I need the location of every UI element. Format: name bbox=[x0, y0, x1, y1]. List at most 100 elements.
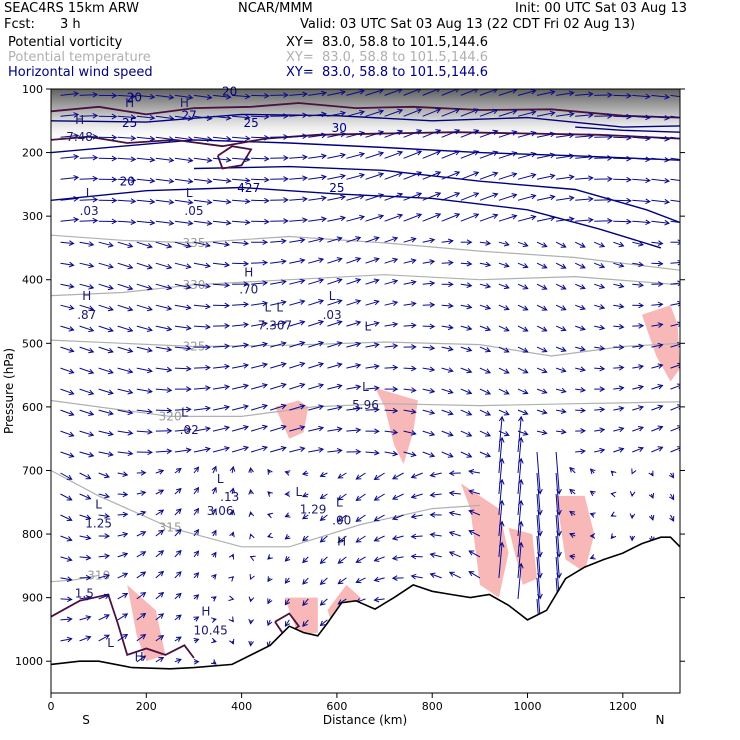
wind-vector-head bbox=[498, 415, 505, 422]
wind-vector bbox=[327, 154, 346, 159]
wind-vector bbox=[320, 598, 328, 606]
wind-vector-head bbox=[429, 572, 436, 578]
wind-vector bbox=[270, 342, 286, 348]
wind-vector-head bbox=[319, 558, 326, 565]
wind-vector bbox=[212, 406, 230, 411]
wind-vector bbox=[98, 574, 110, 579]
wind-vector bbox=[346, 300, 361, 306]
wind-vector-head bbox=[410, 430, 417, 436]
wind-vector-head bbox=[104, 634, 110, 640]
wind-vector bbox=[232, 303, 249, 306]
pv-extremum-label: .03 bbox=[323, 308, 342, 322]
wind-vector-head bbox=[261, 424, 269, 431]
wind-vector-head bbox=[589, 468, 596, 475]
wind-vector bbox=[79, 304, 94, 310]
pv-extremum-label: 7.307 bbox=[258, 318, 292, 332]
wind-vector-head bbox=[454, 192, 461, 198]
wind-vector-head bbox=[373, 342, 380, 348]
wind-vector-head bbox=[302, 513, 308, 520]
wind-vector-head bbox=[283, 134, 289, 140]
wind-vector-head bbox=[262, 403, 269, 410]
wind-vector-head bbox=[657, 363, 664, 369]
wind-vector bbox=[193, 550, 199, 558]
wind-vector bbox=[193, 448, 211, 453]
wind-vector bbox=[479, 451, 491, 457]
wind-vector-head bbox=[302, 154, 308, 161]
wind-vector-head bbox=[284, 621, 290, 627]
wind-vector bbox=[174, 115, 193, 120]
wind-vector bbox=[422, 150, 441, 159]
wind-vector bbox=[212, 94, 231, 98]
wind-vector bbox=[117, 136, 136, 139]
wind-vector bbox=[60, 618, 72, 621]
wind-vector-head bbox=[677, 280, 680, 287]
wind-vector-head bbox=[410, 258, 417, 264]
valid-time: Valid: 03 UTC Sat 03 Aug 13 (22 CDT Fri … bbox=[300, 17, 636, 32]
wind-vector-head bbox=[618, 241, 625, 248]
wind-vector bbox=[232, 323, 249, 327]
wind-vector bbox=[98, 555, 110, 558]
wind-vector bbox=[212, 426, 230, 432]
wind-vector-head bbox=[498, 457, 505, 464]
wind-vector bbox=[392, 493, 404, 500]
wind-vector bbox=[60, 493, 72, 501]
wind-vector-head bbox=[645, 177, 651, 184]
wind-vector-head bbox=[185, 242, 192, 249]
wind-vector bbox=[632, 115, 650, 119]
wind-vector bbox=[536, 514, 541, 557]
wind-vector-head bbox=[618, 262, 625, 268]
x-tick-label: 200 bbox=[136, 700, 157, 713]
wind-vector-head bbox=[466, 303, 473, 310]
wind-vector-head bbox=[492, 171, 499, 177]
wind-vector bbox=[411, 575, 423, 579]
wind-vector bbox=[79, 409, 94, 416]
wind-vector-head bbox=[319, 620, 326, 627]
wind-vector-head bbox=[280, 299, 287, 306]
wind-vector bbox=[670, 178, 680, 182]
pv-extremum-label: .05 bbox=[184, 204, 203, 218]
wind-vector-head bbox=[140, 470, 147, 476]
wind-vector bbox=[60, 388, 74, 395]
wind-vector bbox=[193, 508, 199, 516]
wind-vector bbox=[308, 427, 324, 432]
wind-vector-head bbox=[204, 446, 211, 453]
wind-vector bbox=[346, 174, 365, 180]
wind-vector bbox=[136, 634, 146, 642]
wind-vector-head bbox=[66, 515, 73, 521]
wind-vector bbox=[174, 178, 193, 183]
wind-vector-head bbox=[85, 534, 92, 541]
wind-vector bbox=[593, 241, 605, 248]
wind-vector bbox=[365, 451, 379, 454]
wind-vector-head bbox=[466, 367, 473, 374]
wind-vector-head bbox=[683, 179, 688, 184]
wind-vector bbox=[136, 491, 146, 495]
wind-vector bbox=[117, 178, 136, 181]
wind-vector-head bbox=[321, 195, 327, 202]
wind-vector-head bbox=[68, 304, 75, 311]
wind-vector bbox=[356, 472, 366, 480]
wind-vector bbox=[79, 636, 91, 642]
wind-vector bbox=[79, 472, 91, 480]
wind-vector-head bbox=[355, 427, 362, 434]
wind-vector-head bbox=[249, 555, 256, 562]
pv-extremum-label: H bbox=[180, 96, 189, 110]
wind-vector-head bbox=[107, 263, 114, 269]
wind-vector bbox=[174, 346, 191, 350]
wind-vector-head bbox=[92, 112, 99, 119]
wind-vector-head bbox=[373, 474, 380, 480]
wind-vector-head bbox=[66, 495, 73, 501]
wind-vector bbox=[651, 323, 663, 327]
wind-vector bbox=[60, 197, 79, 201]
wind-vector bbox=[289, 405, 305, 411]
wind-vector-head bbox=[122, 491, 129, 498]
wind-vector-head bbox=[522, 368, 529, 374]
wind-vector bbox=[193, 529, 199, 537]
wind-vector-head bbox=[579, 263, 586, 269]
wind-vector-head bbox=[127, 326, 134, 333]
wind-vector-head bbox=[228, 595, 235, 602]
wind-vector bbox=[536, 409, 547, 414]
wind-vector bbox=[346, 216, 365, 222]
wind-vector-head bbox=[637, 446, 644, 453]
wind-vector bbox=[251, 199, 269, 202]
wind-vector bbox=[136, 283, 153, 290]
